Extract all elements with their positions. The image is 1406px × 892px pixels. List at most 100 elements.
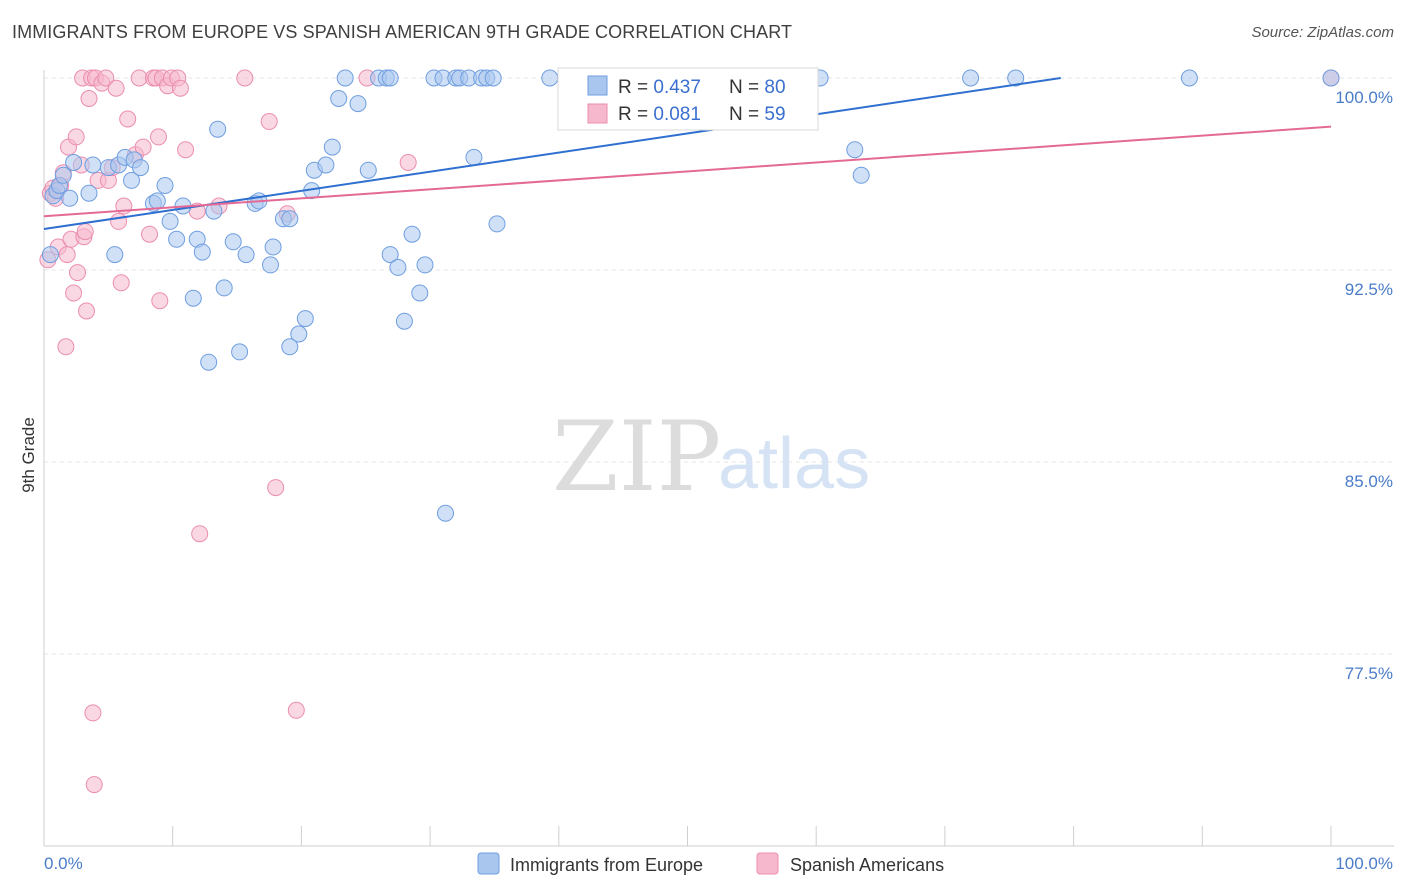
immigrants-europe-point (323, 138, 341, 156)
x-tick-labels: 0.0% 100.0% (44, 854, 1393, 873)
immigrants-europe-point (484, 69, 502, 87)
stats-legend: R = 0.437 N = 80 R = 0.081 N = 59 (557, 67, 819, 131)
immigrants-europe-point (1322, 69, 1340, 87)
spanish-americans-point (58, 246, 76, 264)
immigrants-europe-point (381, 69, 399, 87)
immigrants-europe-point (123, 171, 140, 189)
stats-legend-n-pink: N = 59 (729, 104, 786, 125)
immigrants-europe-point (1180, 69, 1198, 87)
spanish-americans-point (76, 223, 94, 241)
immigrants-europe-point (349, 95, 367, 113)
spanish-americans-point (150, 128, 167, 146)
immigrants-europe-point (132, 159, 149, 177)
n-label-blue: N = (729, 77, 764, 98)
immigrants-europe-point (161, 212, 179, 230)
immigrants-europe-point (148, 192, 166, 210)
y-tick-label-0: 100.0% (1335, 88, 1393, 107)
immigrants-europe-point (336, 69, 354, 87)
legend-label-spanish: Spanish Americans (790, 855, 944, 875)
spanish-americans-point (267, 479, 285, 497)
immigrants-europe-point (411, 284, 429, 302)
spanish-americans-point (112, 274, 130, 292)
source-label: Source: ZipAtlas.com (1251, 24, 1394, 41)
immigrants-europe-point (156, 177, 174, 194)
spanish-americans-point (69, 264, 86, 282)
immigrants-europe-point (80, 184, 98, 202)
stats-legend-row-pink: R = 0.081 (618, 104, 701, 125)
trend-line-spanish (43, 125, 1332, 218)
r-label-pink: R = (618, 104, 653, 125)
y-tick-label-3: 77.5% (1345, 664, 1393, 683)
spanish-americans-point (57, 338, 75, 356)
r-value-blue: 0.437 (653, 77, 701, 98)
immigrants-europe-point (262, 256, 279, 274)
immigrants-europe-point (317, 156, 335, 174)
y-tick-labels: 100.0% 92.5% 85.0% 77.5% (1335, 88, 1393, 683)
immigrants-europe-point (209, 120, 227, 138)
spanish-americans-point (236, 69, 254, 87)
immigrants-europe-point (330, 90, 348, 107)
axes (43, 70, 1394, 847)
spanish-americans-point (141, 225, 158, 243)
spanish-americans-point (84, 704, 102, 722)
r-value-pink: 0.081 (653, 104, 701, 125)
immigrants-europe-point (465, 148, 483, 166)
immigrants-europe-point (389, 258, 407, 276)
spanish-americans-point (287, 701, 305, 719)
x-tick-label-0: 0.0% (44, 854, 83, 873)
spanish-americans-point (107, 79, 125, 97)
y-tick-label-2: 85.0% (1345, 472, 1393, 491)
spanish-americans-point (119, 110, 137, 128)
immigrants-europe-point (1007, 69, 1025, 87)
spanish-americans-point (97, 69, 115, 87)
watermark: ZIP atlas (552, 401, 870, 513)
immigrants-europe-point (403, 225, 421, 243)
stats-legend-swatch-pink (587, 103, 608, 124)
immigrants-europe-point (290, 325, 308, 343)
immigrants-europe-point (281, 210, 299, 228)
spanish-americans-point (78, 302, 95, 320)
spanish-americans-point (171, 79, 189, 97)
chart-title: IMMIGRANTS FROM EUROPE VS SPANISH AMERIC… (12, 22, 793, 42)
spanish-americans-point (191, 525, 209, 543)
gridlines (44, 77, 1394, 655)
y-axis-label: 9th Grade (19, 417, 38, 493)
immigrants-europe-point (852, 166, 870, 184)
y-tick-label-1: 92.5% (1345, 280, 1393, 299)
n-value-pink: 59 (764, 104, 785, 125)
watermark-zip: ZIP (552, 401, 721, 513)
n-value-blue: 80 (764, 77, 785, 98)
immigrants-europe-point (416, 256, 434, 274)
immigrants-europe-point (200, 353, 218, 371)
immigrants-europe-point (215, 279, 233, 297)
immigrants-europe-point (264, 238, 282, 256)
immigrants-europe-point (296, 310, 314, 328)
legend-swatch-immigrants (477, 852, 500, 875)
immigrants-europe-point (168, 230, 186, 248)
stats-legend-row-blue: R = 0.437 (618, 77, 701, 98)
legend-swatch-spanish (756, 852, 779, 875)
spanish-americans-point (85, 776, 103, 794)
immigrants-europe-point (54, 166, 72, 184)
legend-label-immigrants: Immigrants from Europe (510, 855, 703, 875)
immigrants-europe-point (541, 69, 559, 87)
immigrants-europe-point (193, 243, 211, 261)
spanish-americans-point (151, 292, 169, 310)
immigrants-europe-point (381, 246, 399, 264)
immigrants-europe-point (231, 343, 249, 361)
n-label-pink: N = (729, 104, 764, 125)
x-tick-label-1: 100.0% (1335, 854, 1393, 873)
x-ticks (43, 826, 1332, 846)
immigrants-europe-point (41, 246, 59, 264)
spanish-americans-point (134, 138, 152, 156)
immigrants-europe-point (281, 338, 299, 356)
spanish-americans-point (80, 90, 98, 107)
stats-legend-swatch-blue (587, 75, 608, 96)
spanish-americans-point (177, 141, 195, 159)
immigrants-europe-point (395, 312, 413, 330)
spanish-americans-point (260, 113, 278, 130)
immigrants-europe-point (65, 154, 83, 171)
trend-lines (43, 77, 1332, 231)
immigrants-europe-point (488, 215, 506, 233)
